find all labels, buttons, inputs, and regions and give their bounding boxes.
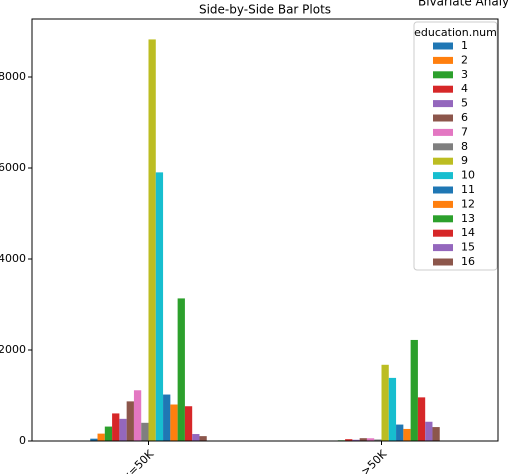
bar xyxy=(381,364,389,441)
legend-swatch xyxy=(433,100,453,108)
bar xyxy=(410,339,418,441)
legend-swatch xyxy=(433,215,453,223)
chart-title: Side-by-Side Bar Plots xyxy=(199,3,331,17)
legend-swatch xyxy=(433,172,453,180)
legend-swatch xyxy=(433,186,453,194)
legend-label: 4 xyxy=(461,82,468,95)
legend-swatch xyxy=(433,56,453,64)
legend-swatch xyxy=(433,258,453,266)
bar xyxy=(345,439,353,441)
legend-label: 10 xyxy=(461,169,475,182)
legend-label: 14 xyxy=(461,226,475,239)
x-tick-label: <=50K xyxy=(119,447,157,474)
bar xyxy=(199,436,207,441)
bar xyxy=(359,438,367,441)
legend-label: 12 xyxy=(461,197,475,210)
bar xyxy=(352,439,360,441)
legend-label: 7 xyxy=(461,125,468,138)
legend-swatch xyxy=(433,71,453,79)
legend-swatch xyxy=(433,200,453,208)
legend-swatch xyxy=(433,128,453,136)
bar xyxy=(396,424,404,441)
y-tick-label: 2000 xyxy=(0,343,26,356)
bar xyxy=(163,394,171,441)
bar xyxy=(97,433,105,441)
legend-swatch xyxy=(433,244,453,252)
bar xyxy=(170,404,178,441)
bar xyxy=(366,438,375,441)
bar xyxy=(112,413,120,441)
legend-label: 6 xyxy=(461,111,468,124)
bar xyxy=(141,422,149,441)
legend-label: 13 xyxy=(461,212,475,225)
bar xyxy=(155,172,164,441)
bar xyxy=(90,438,98,441)
suptitle: Bivariate Analysis: Inco xyxy=(418,0,508,9)
legend-label: 8 xyxy=(461,140,468,153)
legend-swatch xyxy=(433,157,453,165)
x-tick-label: >50K xyxy=(359,447,390,474)
legend-title: education.num xyxy=(414,26,497,39)
y-tick-label: 0 xyxy=(19,434,26,447)
legend-swatch xyxy=(433,85,453,93)
legend-swatch xyxy=(433,229,453,237)
bar xyxy=(192,434,200,441)
legend-box xyxy=(413,21,498,271)
bar xyxy=(417,397,426,441)
bar xyxy=(133,390,142,441)
bar xyxy=(432,427,440,441)
legend-label: 3 xyxy=(461,68,468,81)
legend-swatch xyxy=(433,42,453,50)
legend-label: 5 xyxy=(461,97,468,110)
y-tick-label: 8000 xyxy=(0,70,26,83)
bar xyxy=(403,428,411,441)
legend-label: 15 xyxy=(461,241,475,254)
plot-frame xyxy=(31,18,499,442)
legend-label: 16 xyxy=(461,255,475,268)
legend-label: 11 xyxy=(461,183,475,196)
bar xyxy=(119,418,127,441)
bar xyxy=(374,439,382,441)
y-tick-label: 6000 xyxy=(0,161,26,174)
legend-label: 9 xyxy=(461,154,468,167)
y-tick-label: 4000 xyxy=(0,252,26,265)
legend-swatch xyxy=(433,114,453,122)
bar xyxy=(104,426,113,441)
legend-swatch xyxy=(433,143,453,151)
bar xyxy=(148,39,156,441)
bar xyxy=(425,421,433,441)
legend-label: 2 xyxy=(461,53,468,66)
bar xyxy=(388,377,397,441)
bar xyxy=(177,298,185,441)
legend-label: 1 xyxy=(461,39,468,52)
bar xyxy=(126,401,134,441)
bar xyxy=(184,406,193,441)
